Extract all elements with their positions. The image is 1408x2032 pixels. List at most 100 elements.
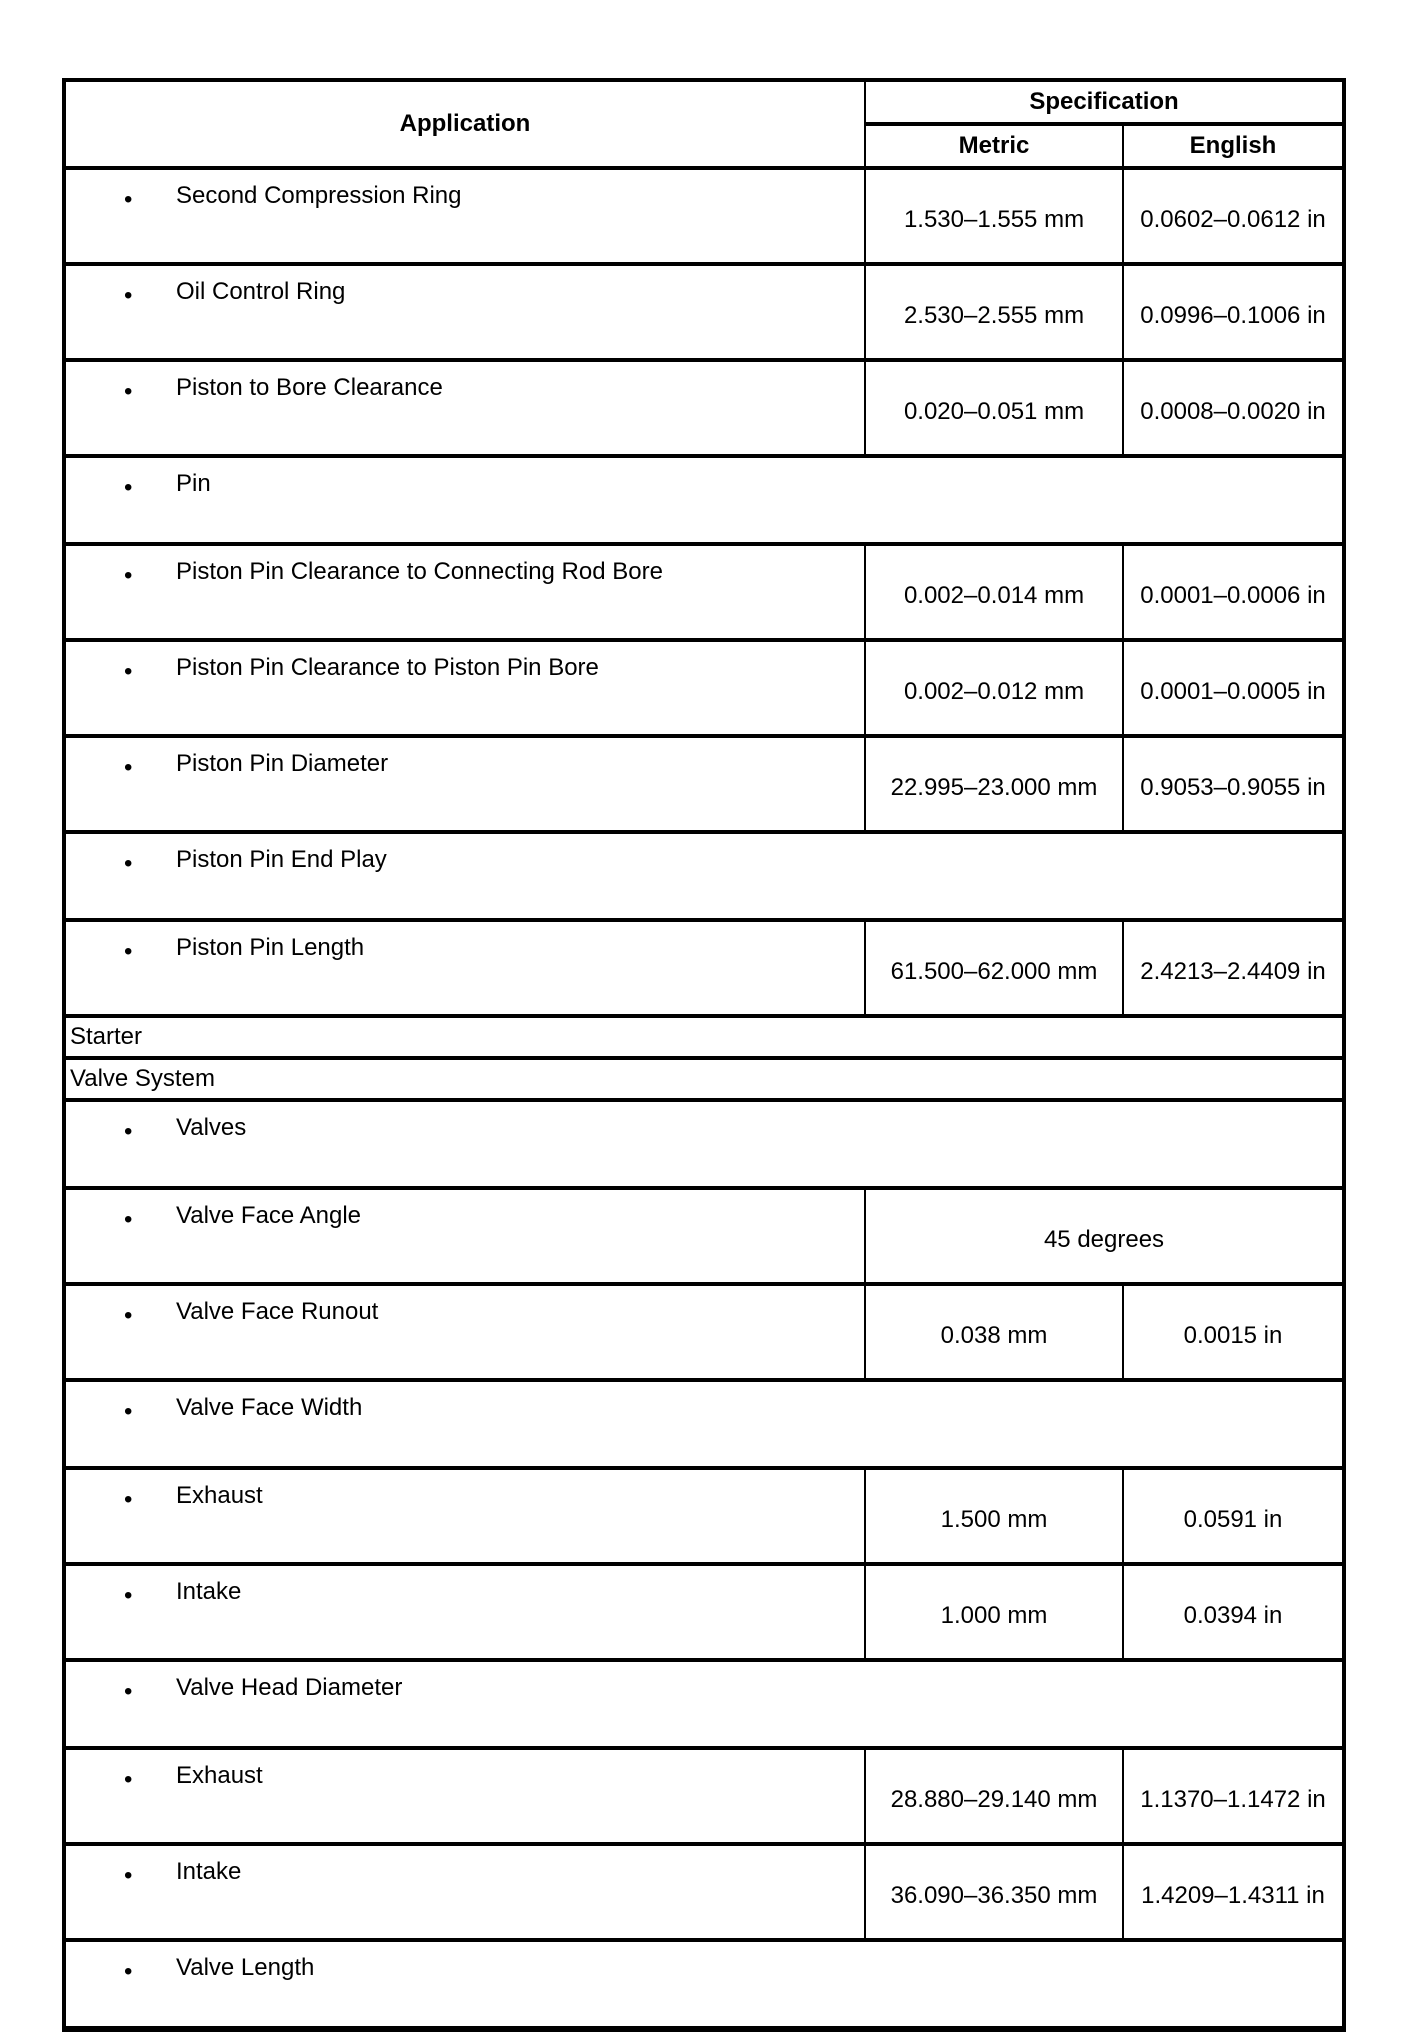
application-label: Valve Face Runout — [176, 1298, 379, 1325]
metric-value: 0.020–0.051 mm — [865, 361, 1123, 457]
specification-value: 45 degrees — [865, 1189, 1343, 1285]
bullet-icon: • — [124, 1302, 133, 1329]
table-row: • Second Compression Ring 1.530–1.555 mm … — [65, 169, 1343, 265]
application-cell: • Pin — [65, 457, 1343, 545]
metric-value: 22.995–23.000 mm — [865, 737, 1123, 833]
bullet-icon: • — [124, 850, 133, 877]
application-label: Valve Head Diameter — [176, 1674, 403, 1701]
table-row: • Intake 1.000 mm 0.0394 in — [65, 1565, 1343, 1661]
application-label: Piston Pin Clearance to Piston Pin Bore — [176, 654, 599, 681]
english-header: English — [1123, 125, 1343, 169]
bullet-icon: • — [124, 282, 133, 309]
metric-value: 0.002–0.014 mm — [865, 545, 1123, 641]
application-label: Piston Pin Diameter — [176, 750, 389, 777]
table-row: • Oil Control Ring 2.530–2.555 mm 0.0996–… — [65, 265, 1343, 361]
english-value: 2.4213–2.4409 in — [1123, 921, 1343, 1017]
bullet-icon: • — [124, 938, 133, 965]
english-value: 0.0001–0.0006 in — [1123, 545, 1343, 641]
metric-value: 0.002–0.012 mm — [865, 641, 1123, 737]
application-label: Valve Face Width — [176, 1394, 363, 1421]
english-value: 1.1370–1.1472 in — [1123, 1749, 1343, 1845]
english-value: 0.0996–0.1006 in — [1123, 265, 1343, 361]
application-cell: • Piston Pin Length — [65, 921, 865, 1017]
metric-value: 61.500–62.000 mm — [865, 921, 1123, 1017]
application-label: Valve Length — [176, 1954, 315, 1981]
application-cell: • Valve Face Runout — [65, 1285, 865, 1381]
application-cell: • Intake — [65, 1845, 865, 1941]
table-row: • Valve Length — [65, 1941, 1343, 2029]
table-row: • Intake 36.090–36.350 mm 1.4209–1.4311 i… — [65, 1845, 1343, 1941]
application-label: Oil Control Ring — [176, 278, 346, 305]
english-value: 0.9053–0.9055 in — [1123, 737, 1343, 833]
metric-value: 1.530–1.555 mm — [865, 169, 1123, 265]
english-value: 0.0394 in — [1123, 1565, 1343, 1661]
english-value: 1.4209–1.4311 in — [1123, 1845, 1343, 1941]
table-row: • Valves — [65, 1101, 1343, 1189]
application-label: Piston Pin Clearance to Connecting Rod B… — [176, 558, 663, 585]
table-row: • Piston to Bore Clearance 0.020–0.051 mm… — [65, 361, 1343, 457]
application-cell: • Valve Head Diameter — [65, 1661, 1343, 1749]
metric-value: 28.880–29.140 mm — [865, 1749, 1123, 1845]
table-row: • Exhaust 28.880–29.140 mm 1.1370–1.1472 … — [65, 1749, 1343, 1845]
metric-value: 36.090–36.350 mm — [865, 1845, 1123, 1941]
application-label: Pin — [176, 470, 211, 497]
section-label: Valve System — [65, 1059, 1343, 1101]
bullet-icon: • — [124, 186, 133, 213]
bullet-icon: • — [124, 562, 133, 589]
application-label: Exhaust — [176, 1762, 263, 1789]
application-cell: • Piston Pin Clearance to Piston Pin Bor… — [65, 641, 865, 737]
english-value: 0.0591 in — [1123, 1469, 1343, 1565]
english-value: 0.0602–0.0612 in — [1123, 169, 1343, 265]
application-label: Intake — [176, 1578, 242, 1605]
bullet-icon: • — [124, 1486, 133, 1513]
metric-value: 0.038 mm — [865, 1285, 1123, 1381]
application-cell: • Exhaust — [65, 1749, 865, 1845]
bullet-icon: • — [124, 378, 133, 405]
application-label: Piston to Bore Clearance — [176, 374, 443, 401]
application-label: Intake — [176, 1858, 242, 1885]
english-value: 0.0008–0.0020 in — [1123, 361, 1343, 457]
table-row: • Exhaust 1.500 mm 0.0591 in — [65, 1469, 1343, 1565]
table-row: • Piston Pin Diameter 22.995–23.000 mm 0.… — [65, 737, 1343, 833]
metric-value: 1.500 mm — [865, 1469, 1123, 1565]
application-label: Second Compression Ring — [176, 182, 462, 209]
bullet-icon: • — [124, 658, 133, 685]
application-label: Valve Face Angle — [176, 1202, 362, 1229]
table-row: • Piston Pin Length 61.500–62.000 mm 2.42… — [65, 921, 1343, 1017]
table-body: • Second Compression Ring 1.530–1.555 mm … — [65, 169, 1343, 2029]
bullet-icon: • — [124, 1398, 133, 1425]
application-label: Exhaust — [176, 1482, 263, 1509]
table-row: • Piston Pin Clearance to Piston Pin Bor… — [65, 641, 1343, 737]
specification-table: Application Specification Metric English… — [62, 78, 1346, 2032]
application-cell: • Piston Pin End Play — [65, 833, 1343, 921]
table-row: • Piston Pin End Play — [65, 833, 1343, 921]
metric-value: 2.530–2.555 mm — [865, 265, 1123, 361]
bullet-icon: • — [124, 1766, 133, 1793]
application-cell: • Exhaust — [65, 1469, 865, 1565]
bullet-icon: • — [124, 1206, 133, 1233]
application-cell: • Piston Pin Clearance to Connecting Rod… — [65, 545, 865, 641]
bullet-icon: • — [124, 1582, 133, 1609]
metric-header: Metric — [865, 125, 1123, 169]
application-header: Application — [65, 81, 865, 169]
application-cell: • Second Compression Ring — [65, 169, 865, 265]
table-row: • Valve Face Angle 45 degrees — [65, 1189, 1343, 1285]
application-cell: • Valve Face Width — [65, 1381, 1343, 1469]
bullet-icon: • — [124, 1118, 133, 1145]
application-cell: • Piston Pin Diameter — [65, 737, 865, 833]
table-row: • Pin — [65, 457, 1343, 545]
bullet-icon: • — [124, 1958, 133, 1985]
table-row: • Valve Face Runout 0.038 mm 0.0015 in — [65, 1285, 1343, 1381]
application-cell: • Intake — [65, 1565, 865, 1661]
table-row: • Valve Head Diameter — [65, 1661, 1343, 1749]
application-label: Valves — [176, 1114, 247, 1141]
application-label: Piston Pin End Play — [176, 846, 387, 873]
english-value: 0.0001–0.0005 in — [1123, 641, 1343, 737]
application-label: Piston Pin Length — [176, 934, 365, 961]
table-row: Starter — [65, 1017, 1343, 1059]
metric-value: 1.000 mm — [865, 1565, 1123, 1661]
bullet-icon: • — [124, 474, 133, 501]
application-cell: • Valve Length — [65, 1941, 1343, 2029]
table-row: • Piston Pin Clearance to Connecting Rod… — [65, 545, 1343, 641]
table-row: • Valve Face Width — [65, 1381, 1343, 1469]
